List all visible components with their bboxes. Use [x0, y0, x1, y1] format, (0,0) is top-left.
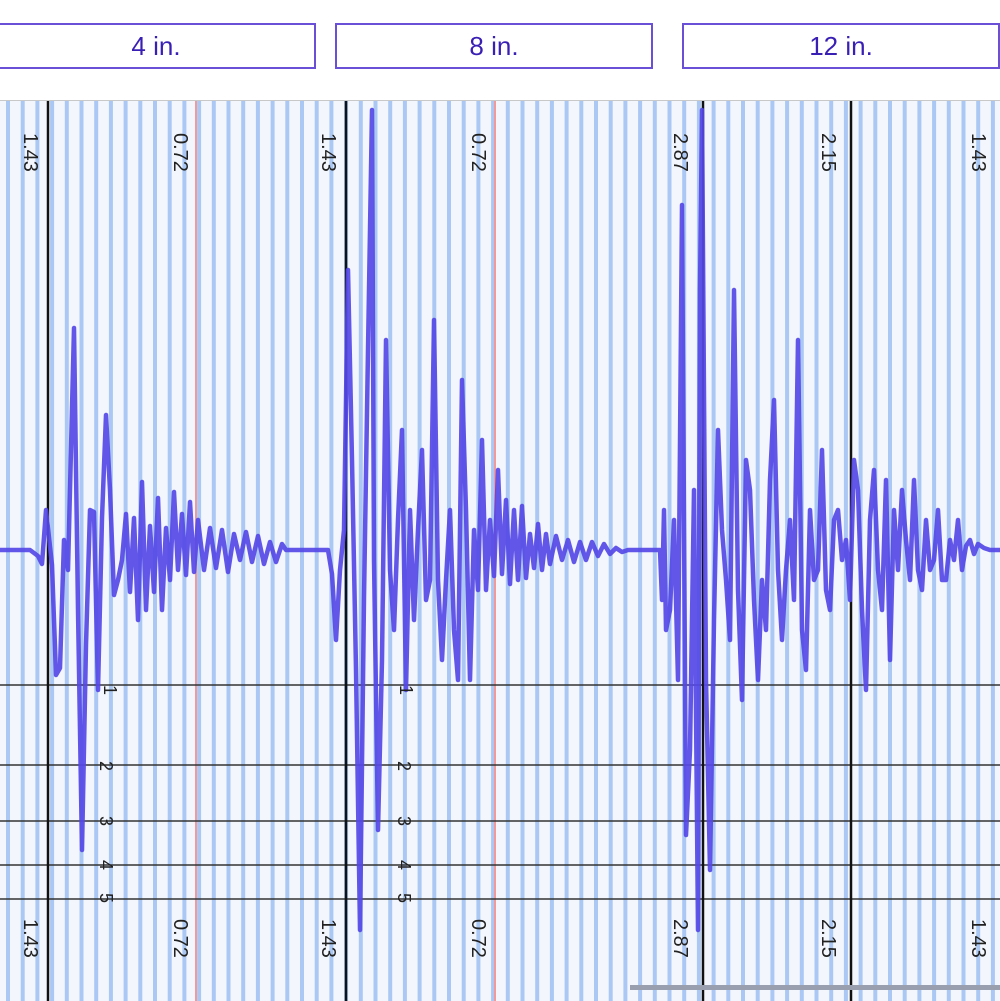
waveform-line [0, 107, 1000, 933]
grid-stripe [226, 101, 231, 1001]
scroll-indicator[interactable] [630, 985, 1000, 990]
level-number-2: 2 [96, 761, 116, 771]
grid-stripe [358, 101, 363, 1001]
level-number-4b: 4 [394, 860, 414, 870]
grid-stripe [726, 101, 731, 1001]
top-scale-labels: 1.43 0.72 1.43 0.72 2.87 2.15 1.43 [19, 133, 989, 172]
top-label-2: 1.43 [317, 133, 339, 172]
bottom-label-0: 1.43 [19, 919, 41, 958]
top-label-0: 1.43 [19, 133, 41, 172]
level-number-1b: 1 [396, 685, 416, 695]
tab-4-in[interactable]: 4 in. [0, 23, 316, 69]
top-label-6: 1.43 [967, 133, 989, 172]
top-label-5: 2.15 [817, 133, 839, 172]
grid-stripe [255, 101, 260, 1001]
grid-stripe [35, 101, 40, 1001]
level-number-1: 1 [100, 685, 120, 695]
waveform-plot[interactable]: 1 2 3 4 5 1 2 3 4 5 1.43 0.72 1.43 0.72 … [0, 100, 1000, 1001]
grid-stripe [888, 101, 892, 1001]
level-numbers: 1 2 3 4 5 1 2 3 4 5 [96, 685, 416, 903]
level-number-5b: 5 [394, 893, 414, 903]
grid-stripe [329, 101, 334, 1001]
grid-stripe [79, 101, 84, 1001]
bottom-label-3: 0.72 [467, 919, 489, 958]
grid-stripe [461, 101, 466, 1001]
tab-12-in[interactable]: 12 in. [682, 23, 1000, 69]
grid-stripe [770, 101, 775, 1001]
level-lines [0, 684, 1000, 900]
level-number-2b: 2 [394, 761, 414, 771]
bottom-label-4: 2.87 [669, 919, 691, 958]
grid-stripe [417, 101, 422, 1001]
top-label-3: 0.72 [467, 133, 489, 172]
grid-stripe [976, 101, 981, 1001]
level-number-5: 5 [96, 893, 116, 903]
level-number-3: 3 [96, 816, 116, 826]
bottom-scale-labels: 1.43 0.72 1.43 0.72 2.87 2.15 1.43 [19, 919, 989, 958]
waveform-chart: 1 2 3 4 5 1 2 3 4 5 1.43 0.72 1.43 0.72 … [0, 101, 1000, 1001]
tab-8-in[interactable]: 8 in. [335, 23, 653, 69]
grid-stripe [667, 101, 672, 1001]
top-label-4: 2.87 [669, 133, 691, 172]
bottom-label-6: 1.43 [967, 919, 989, 958]
grid-stripe [197, 101, 202, 1001]
waveform-layer [0, 107, 1000, 933]
grid-stripe [432, 101, 437, 1001]
bottom-label-1: 0.72 [169, 919, 191, 958]
level-number-3b: 3 [394, 816, 414, 826]
bottom-label-5: 2.15 [817, 919, 839, 958]
level-number-4: 4 [96, 860, 116, 870]
grid-stripe [755, 101, 760, 1001]
grid-stripe [902, 101, 907, 1001]
bottom-label-2: 1.43 [317, 919, 339, 958]
grid-stripe [123, 101, 128, 1001]
top-label-1: 0.72 [169, 133, 191, 172]
